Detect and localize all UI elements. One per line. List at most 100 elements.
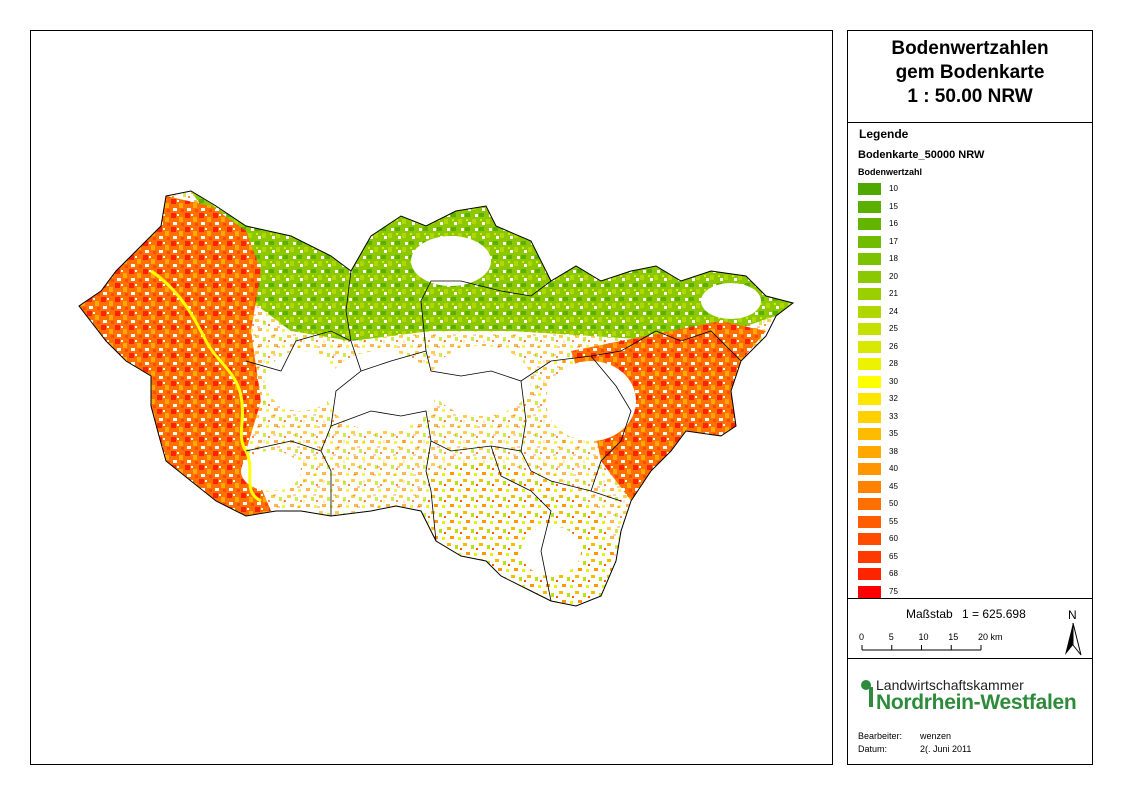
chamber-logo-icon: [861, 680, 873, 707]
legend-swatch: [858, 410, 881, 423]
legend-label: 30: [889, 376, 898, 386]
north-label: N: [1068, 608, 1077, 622]
legend-label: 68: [889, 569, 898, 578]
legend-label: 15: [889, 201, 898, 211]
legend-item: 40: [858, 463, 978, 475]
map-river: [150, 269, 262, 503]
map-title-line2: gem Bodenkarte: [895, 62, 1045, 83]
scale-tick-label: 20 km: [978, 632, 1003, 642]
map-urban-area: [701, 283, 761, 319]
legend-item: 24: [858, 305, 978, 318]
legend-swatch: [858, 200, 881, 213]
legend-item: 35: [858, 428, 978, 440]
legend-swatch: [858, 340, 881, 353]
map-region-outline: [78, 190, 795, 607]
map-urban-area: [546, 361, 636, 441]
legend-label: 24: [889, 306, 898, 316]
map-urban-area: [266, 351, 336, 411]
logo-section: Landwirtschaftskammer Nordrhein-Westfale…: [848, 659, 1092, 766]
editor-label: Bearbeiter:: [858, 731, 903, 741]
legend-item: 10: [858, 183, 978, 195]
legend-item: 26: [858, 340, 978, 353]
north-arrow-icon: [1065, 622, 1082, 656]
map-urban-area: [431, 346, 531, 416]
legend-item: 25: [858, 323, 978, 335]
logo-text-line1: Landwirtschaftskammer: [876, 677, 1024, 693]
legend-label: 35: [889, 429, 898, 438]
scale-tick-label: 15: [948, 632, 958, 642]
legend-label: 65: [889, 551, 898, 561]
legend-label: 21: [889, 289, 898, 298]
legend-swatch: [858, 288, 881, 300]
legend-label: 55: [889, 516, 898, 526]
scale-tick-label: 10: [919, 632, 929, 642]
legend-item: 55: [858, 515, 978, 528]
legend-swatch: [858, 533, 881, 545]
legend-swatch: [858, 445, 881, 458]
legend-label: 18: [889, 254, 898, 263]
legend-swatch: [858, 515, 881, 528]
scale-ratio: 1 = 625.698: [962, 607, 1026, 621]
legend-label: 17: [889, 236, 898, 246]
legend-item: 15: [858, 200, 978, 213]
editor-value: wenzen: [920, 731, 952, 741]
scale-section: Maßstab 1 = 625.698 0 5 10 15 20 km N: [848, 599, 1092, 659]
legend-layer-name: Bodenkarte_50000 NRW: [858, 149, 985, 161]
legend-item: 21: [858, 288, 978, 300]
legend-swatch: [858, 358, 881, 370]
legend-item: 68: [858, 568, 978, 580]
legend-item: 75: [858, 585, 978, 598]
legend-swatch: [858, 183, 881, 195]
legend-item: 30: [858, 375, 978, 388]
legend-label: 50: [889, 499, 898, 508]
legend-label: 16: [889, 219, 898, 228]
legend-swatch: [858, 585, 881, 598]
legend-swatch: [858, 428, 881, 440]
legend-label: 28: [889, 359, 898, 368]
legend-label: 32: [889, 394, 898, 403]
legend-label: 40: [889, 464, 898, 473]
map-layout-panel: Bodenwertzahlen gem Bodenkarte 1 : 50.00…: [847, 30, 1093, 765]
legend-swatch: [858, 253, 881, 265]
legend-label: 45: [889, 481, 898, 491]
scale-text: Maßstab 1 = 625.698: [906, 607, 1026, 621]
legend-label: 26: [889, 341, 898, 351]
map-frame: [30, 30, 833, 765]
legend-swatch: [858, 305, 881, 318]
map-title-line1: Bodenwertzahlen: [891, 38, 1049, 59]
legend-item: 33: [858, 410, 978, 423]
title-section: Bodenwertzahlen gem Bodenkarte 1 : 50.00…: [848, 31, 1092, 123]
scale-tick-label: 5: [889, 632, 894, 642]
legend-swatch: [858, 480, 881, 493]
legend-item: 65: [858, 550, 978, 563]
legend-item: 17: [858, 235, 978, 248]
legend-item: 16: [858, 218, 978, 230]
map-urban-area: [241, 451, 301, 491]
legend-label: 20: [889, 271, 898, 281]
map-urban-area: [326, 351, 436, 431]
map-urban-area: [521, 526, 581, 576]
legend-item: 20: [858, 270, 978, 283]
legend-swatch: [858, 550, 881, 563]
legend-swatch: [858, 270, 881, 283]
legend-item: 32: [858, 393, 978, 405]
legend-swatch: [858, 323, 881, 335]
legend-item: 38: [858, 445, 978, 458]
legend-swatch: [858, 235, 881, 248]
legend-swatch: [858, 463, 881, 475]
soil-map[interactable]: [31, 31, 834, 766]
legend-title: Legende: [859, 127, 909, 141]
logo-text-line2: Nordrhein-Westfalen: [876, 691, 1077, 714]
legend-label: 10: [889, 184, 898, 193]
legend-label: 25: [889, 324, 898, 333]
legend-label: 33: [889, 411, 898, 421]
scale-tick-label: 0: [859, 632, 864, 642]
legend-section: Legende Bodenkarte_50000 NRW Bodenwertza…: [848, 123, 1092, 599]
legend-swatch: [858, 393, 881, 405]
map-urban-area: [411, 236, 491, 286]
legend-label: 75: [889, 586, 898, 596]
legend-label: 38: [889, 446, 898, 456]
date-label: Datum:: [858, 744, 888, 754]
legend-label: 60: [889, 534, 898, 543]
legend-field-name: Bodenwertzahl: [858, 167, 923, 177]
